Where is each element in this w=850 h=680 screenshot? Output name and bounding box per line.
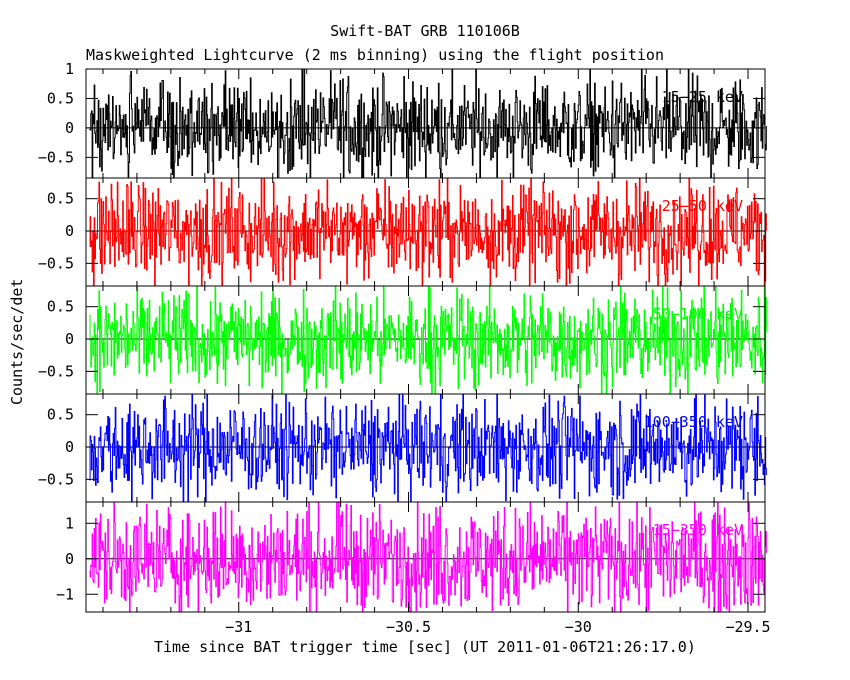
y-tick-label: −0.5 — [38, 148, 74, 166]
y-tick-label: 1 — [65, 60, 74, 78]
x-axis-label: Time since BAT trigger time [sec] (UT 20… — [154, 638, 696, 656]
y-tick-label: 0 — [65, 438, 74, 456]
y-tick-label: 0 — [65, 550, 74, 568]
y-tick-label: −0.5 — [38, 254, 74, 272]
y-tick-label: 0 — [65, 330, 74, 348]
x-tick-label: −29.5 — [725, 618, 770, 636]
series-line-15-350-kev — [89, 501, 768, 613]
panel-label: 15−350 keV — [653, 521, 743, 539]
panel-label: 15−25 keV — [662, 88, 743, 106]
panel-frame — [85, 501, 766, 613]
chart-subtitle: Maskweighted Lightcurve (2 ms binning) u… — [86, 46, 664, 64]
y-tick-label: 0.5 — [47, 406, 74, 424]
y-tick-label: 0 — [65, 222, 74, 240]
y-tick-label: 0.5 — [47, 89, 74, 107]
panel-label: 25−50 keV — [662, 197, 743, 215]
y-tick-label: 0 — [65, 119, 74, 137]
series-line-100-350-kev — [89, 393, 768, 503]
y-axis-label: Counts/sec/det — [8, 278, 26, 405]
chart-title: Swift-BAT GRB 110106B — [330, 22, 520, 40]
panel-label: 50−100 keV — [653, 305, 743, 323]
y-tick-label: 1 — [65, 514, 74, 532]
x-tick-label: −31 — [225, 618, 252, 636]
panel-label: 100−350 keV — [644, 413, 743, 431]
y-tick-label: 0.5 — [47, 190, 74, 208]
x-tick-label: −30.5 — [386, 618, 431, 636]
y-tick-label: −1 — [56, 585, 74, 603]
series-line-25-50-kev — [89, 177, 768, 287]
y-tick-label: 0.5 — [47, 298, 74, 316]
series-line-50-100-kev — [89, 285, 768, 395]
series-line-15-25-kev — [89, 68, 768, 179]
x-tick-label: −30 — [565, 618, 592, 636]
y-tick-label: −0.5 — [38, 362, 74, 380]
y-tick-label: −0.5 — [38, 470, 74, 488]
